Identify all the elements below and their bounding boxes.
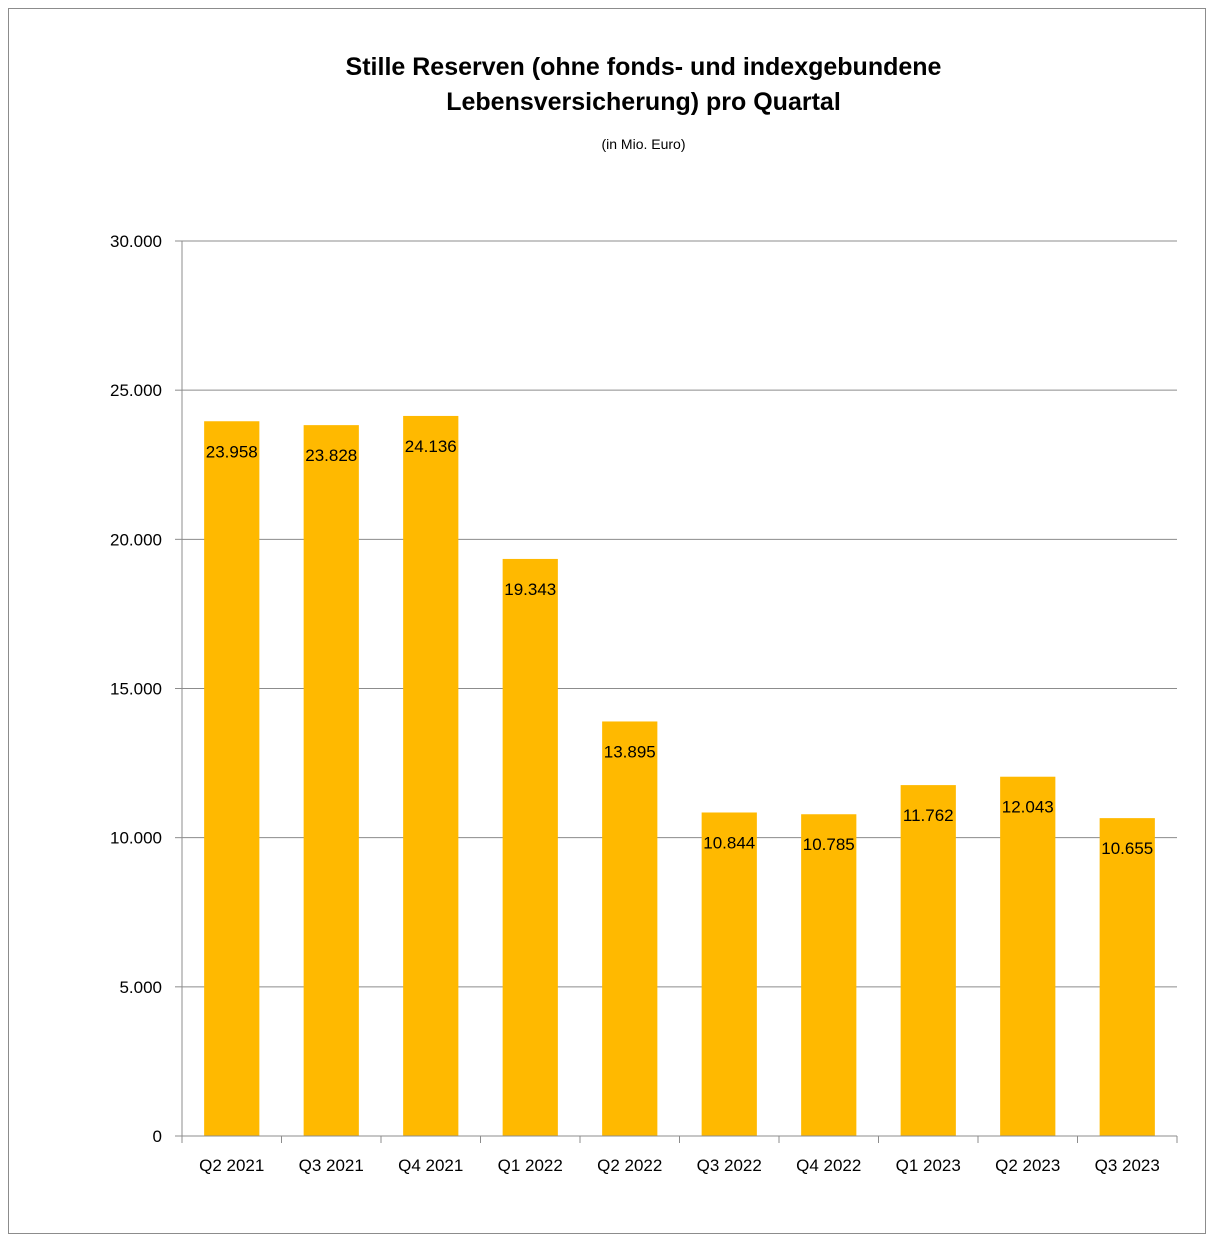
- axes: 0 5.000 10.000 15.000 20.000 25.000 30.000 Q2 2…: [110, 232, 1178, 1175]
- data-label: 10.844: [703, 833, 755, 852]
- y-tick-label: 10.000: [110, 829, 162, 848]
- y-tick-label: 30.000: [110, 232, 162, 251]
- bar: [801, 814, 857, 1136]
- value-labels: 23.958 23.828 24.136 19.343 13.895 10.844 10.7…: [206, 437, 1154, 858]
- data-label: 12.043: [1002, 798, 1054, 817]
- data-label: 10.785: [803, 835, 855, 854]
- x-tick-label: Q3 2021: [299, 1156, 364, 1175]
- bars: [204, 415, 1155, 1137]
- chart-title-line-1: Stille Reserven (ohne fonds- und indexge…: [345, 53, 942, 81]
- bar: [701, 812, 757, 1136]
- x-tick-label: Q3 2023: [1095, 1156, 1160, 1175]
- x-tick-label: Q1 2022: [498, 1156, 563, 1175]
- bar: [1000, 776, 1056, 1136]
- x-tick-label: Q3 2022: [697, 1156, 762, 1175]
- y-tick-label: 5.000: [119, 978, 162, 997]
- bar: [303, 425, 359, 1136]
- data-label: 23.958: [206, 442, 258, 461]
- chart-title: Stille Reserven (ohne fonds- und indexge…: [0, 50, 1212, 120]
- y-tick-label: 0: [153, 1127, 162, 1146]
- data-label: 10.655: [1101, 839, 1153, 858]
- bar: [403, 415, 459, 1137]
- x-tick-label: Q2 2021: [199, 1156, 264, 1175]
- y-tick-label: 15.000: [110, 680, 162, 699]
- bar: [900, 785, 956, 1136]
- x-tick-label: Q4 2021: [398, 1156, 463, 1175]
- x-tick-label: Q4 2022: [796, 1156, 861, 1175]
- bar: [1099, 818, 1155, 1136]
- x-tick-label: Q1 2023: [896, 1156, 961, 1175]
- data-label: 23.828: [305, 446, 357, 465]
- bar: [502, 558, 558, 1136]
- chart-title-line-2: Lebensversicherung) pro Quartal: [446, 88, 841, 116]
- y-tick-label: 25.000: [110, 381, 162, 400]
- data-label: 19.343: [504, 580, 556, 599]
- chart-subtitle: (in Mio. Euro): [601, 136, 686, 152]
- bar: [602, 721, 658, 1136]
- data-label: 13.895: [604, 742, 656, 761]
- data-label: 11.762: [903, 806, 954, 825]
- x-tick-label: Q2 2023: [995, 1156, 1060, 1175]
- x-tick-label: Q2 2022: [597, 1156, 662, 1175]
- y-tick-label: 20.000: [110, 530, 162, 549]
- bar: [204, 421, 260, 1136]
- data-label: 24.136: [405, 437, 457, 456]
